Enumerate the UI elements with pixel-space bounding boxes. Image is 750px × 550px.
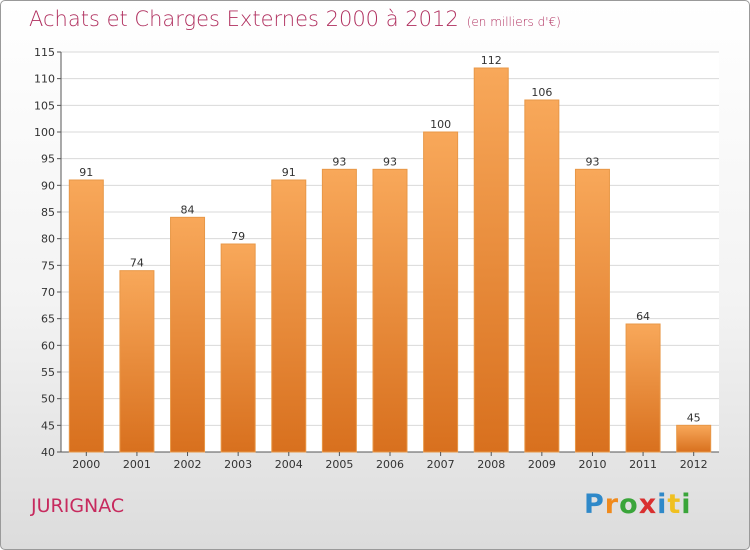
- y-tick-label: 40: [41, 446, 55, 459]
- logo-letter: r: [604, 489, 620, 520]
- y-tick-label: 115: [34, 46, 55, 59]
- y-tick-label: 70: [41, 286, 55, 299]
- chart-title-text: Achats et Charges Externes 2000 à 2012: [29, 7, 459, 31]
- y-tick-label: 80: [41, 233, 55, 246]
- x-tick-label: 2007: [427, 458, 455, 471]
- bar-2005: [321, 168, 357, 453]
- bar-2001: [119, 270, 155, 453]
- y-tick-label: 95: [41, 153, 55, 166]
- x-tick-label: 2009: [528, 458, 556, 471]
- commune-name: JURIGNAC: [31, 495, 125, 517]
- y-tick-label: 50: [41, 393, 55, 406]
- y-tick-label: 90: [41, 179, 55, 192]
- bar-2010: [574, 168, 610, 453]
- y-tick-label: 55: [41, 366, 55, 379]
- x-tick-label: 2012: [680, 458, 708, 471]
- data-label: 93: [332, 155, 346, 168]
- x-tick-label: 2004: [275, 458, 303, 471]
- bar-2002: [170, 216, 206, 453]
- data-label: 93: [585, 155, 599, 168]
- bar-2003: [220, 243, 256, 453]
- y-tick-label: 85: [41, 206, 55, 219]
- data-label: 93: [383, 155, 397, 168]
- y-tick-label: 60: [41, 339, 55, 352]
- logo-letter: x: [638, 489, 658, 520]
- y-tick-label: 100: [34, 126, 55, 139]
- data-label: 91: [79, 166, 93, 179]
- bar-2012: [676, 424, 712, 453]
- data-label: 64: [636, 310, 650, 323]
- x-tick-label: 2003: [224, 458, 252, 471]
- logo-letter: i: [657, 489, 668, 520]
- x-tick-label: 2005: [325, 458, 353, 471]
- data-label: 100: [430, 118, 451, 131]
- bar-2007: [423, 131, 459, 453]
- bar-2011: [625, 323, 661, 453]
- y-tick-label: 45: [41, 419, 55, 432]
- data-label: 45: [687, 411, 701, 424]
- x-tick-label: 2010: [578, 458, 606, 471]
- data-label: 91: [282, 166, 296, 179]
- logo-letter: i: [681, 489, 692, 520]
- bar-2006: [372, 168, 408, 453]
- y-tick-label: 110: [34, 73, 55, 86]
- logo-letter: t: [667, 489, 682, 520]
- bar-2004: [271, 179, 307, 453]
- x-tick-label: 2002: [174, 458, 202, 471]
- data-label: 74: [130, 257, 144, 270]
- x-tick-label: 2001: [123, 458, 151, 471]
- proxiti-logo: Proxiti: [584, 489, 692, 520]
- data-label: 112: [481, 54, 502, 67]
- bar-2008: [473, 67, 509, 453]
- data-label: 84: [181, 203, 195, 216]
- logo-letter: o: [619, 489, 639, 520]
- chart-title: Achats et Charges Externes 2000 à 2012 (e…: [29, 7, 561, 31]
- x-tick-label: 2008: [477, 458, 505, 471]
- data-label: 106: [531, 86, 552, 99]
- logo-letter: P: [584, 489, 605, 520]
- bar-2009: [524, 99, 560, 453]
- bar-2000: [68, 179, 104, 453]
- data-label: 79: [231, 230, 245, 243]
- x-tick-label: 2000: [72, 458, 100, 471]
- x-tick-label: 2011: [629, 458, 657, 471]
- y-tick-label: 65: [41, 313, 55, 326]
- chart-subtitle: (en milliers d'€): [466, 15, 561, 29]
- x-tick-label: 2006: [376, 458, 404, 471]
- y-tick-label: 105: [34, 99, 55, 112]
- y-tick-label: 75: [41, 259, 55, 272]
